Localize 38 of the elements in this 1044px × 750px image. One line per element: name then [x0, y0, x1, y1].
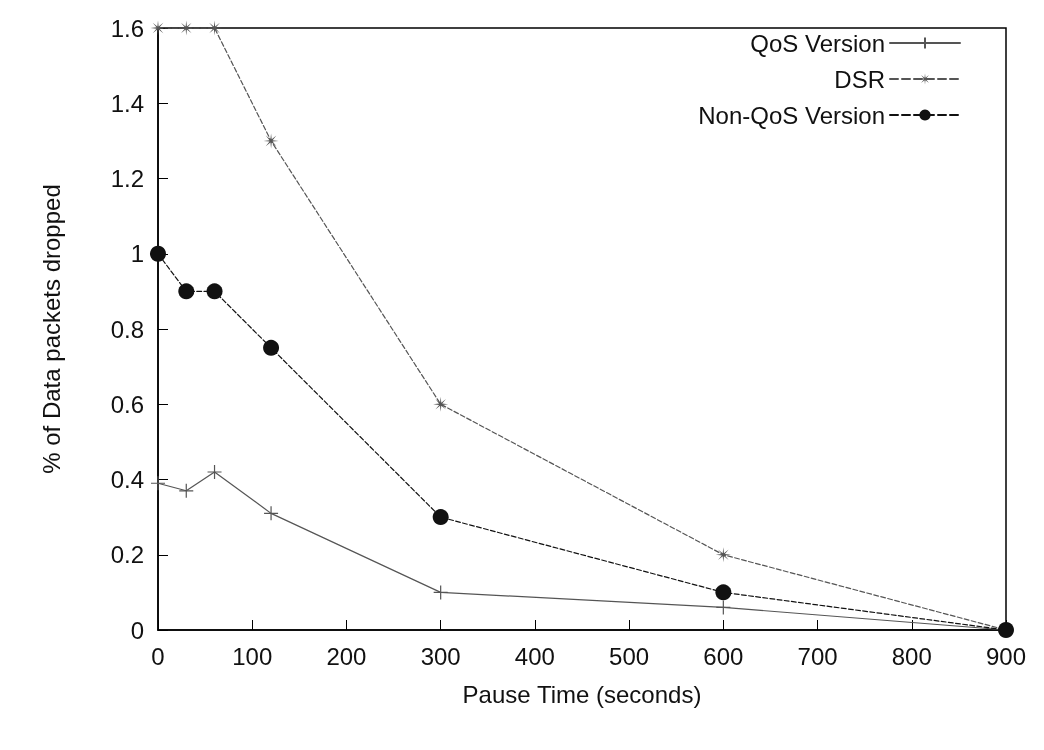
x-tick-label: 600: [703, 642, 744, 670]
x-tick-label: 900: [985, 642, 1027, 670]
point: [263, 339, 280, 356]
x-axis-title: Pause Time (seconds): [462, 680, 702, 708]
y-tick-label: 1.6: [110, 14, 144, 42]
point: [178, 283, 195, 300]
x-tick-label: 100: [232, 642, 273, 670]
point: [432, 509, 449, 526]
point: [206, 464, 223, 480]
x-tick-label: 800: [891, 642, 932, 670]
y-tick-label: 0: [130, 616, 144, 644]
y-tick-label: 0.6: [110, 390, 144, 418]
point: [715, 584, 732, 601]
point: [150, 245, 166, 262]
y-tick-label: 0.4: [110, 466, 144, 493]
y-tick-label: 1.4: [110, 89, 144, 117]
point: [715, 547, 731, 563]
legend-label: Non-QoS Version: [698, 101, 885, 129]
y-tick-label: 1.2: [110, 165, 144, 192]
y-axis-title: % of Data packets dropped: [37, 184, 65, 474]
point: [178, 483, 194, 499]
x-tick-label: 0: [151, 642, 165, 670]
y-tick-label: 0.8: [110, 315, 144, 343]
x-tick-label: 500: [609, 642, 650, 670]
legend-label: DSR: [834, 65, 885, 93]
point: [433, 396, 449, 412]
x-tick-label: 300: [420, 642, 461, 670]
y-tick-label: 1: [130, 240, 144, 268]
legend-label: QoS Version: [750, 29, 885, 57]
x-tick-label: 700: [797, 642, 838, 670]
x-tick-label: 400: [514, 642, 555, 670]
point: [433, 584, 449, 600]
y-tick-label: 0.2: [110, 541, 144, 569]
point: [150, 475, 166, 491]
point: [263, 505, 279, 521]
point: [206, 283, 223, 300]
point: [715, 599, 731, 616]
x-tick-label: 200: [326, 642, 367, 670]
